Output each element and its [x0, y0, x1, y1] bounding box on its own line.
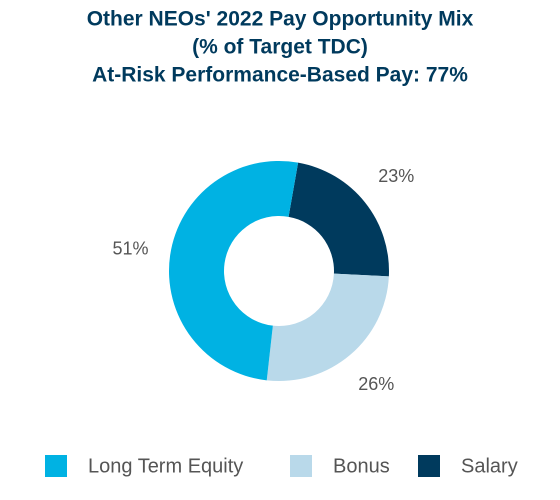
legend-swatch: [45, 455, 67, 477]
chart-title: Other NEOs' 2022 Pay Opportunity Mix: [87, 8, 474, 31]
data-label: 23%: [378, 166, 414, 186]
donut-slice: [169, 161, 299, 381]
chart-title: (% of Target TDC): [192, 36, 368, 59]
legend-swatch: [418, 455, 440, 477]
donut-slice: [266, 273, 389, 382]
legend-swatch: [290, 455, 312, 477]
chart-title: At-Risk Performance-Based Pay: 77%: [92, 64, 468, 87]
donut-slice: [288, 162, 389, 277]
legend-label: Salary: [461, 455, 518, 477]
data-label: 51%: [113, 238, 149, 258]
legend-label: Bonus: [333, 455, 390, 477]
data-label: 26%: [358, 374, 394, 394]
legend-label: Long Term Equity: [88, 455, 243, 477]
